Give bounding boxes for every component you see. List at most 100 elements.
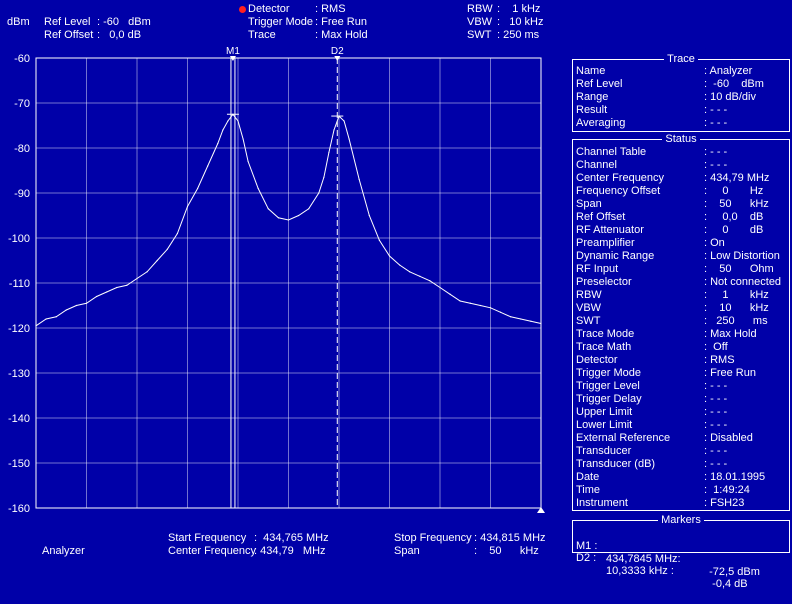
status-panel-row-value: : - - - — [704, 146, 728, 158]
trace-panel-row-key: Range — [576, 91, 609, 103]
trace-point — [540, 322, 542, 325]
y-tick-label: -100 — [8, 233, 30, 245]
trace-point — [106, 291, 108, 293]
marker-d2-arrow-icon — [334, 56, 341, 61]
stop-frequency-value: : 434,815 MHz — [474, 532, 546, 544]
trace-point — [55, 316, 57, 318]
marker-d2-label: D2 — [331, 46, 344, 57]
trace-point — [257, 187, 259, 190]
status-panel-row-value: : - - - — [704, 393, 728, 405]
spectrum-plot[interactable]: -60 -70 -80 -90 -100 -110 -120 -130 -140 -150 -160… — [0, 0, 560, 525]
status-panel-row-value: : - - - — [704, 380, 728, 392]
y-tick-label: -160 — [8, 503, 30, 515]
status-panel-row-value: : On — [704, 237, 725, 249]
trace-point — [232, 113, 234, 115]
plot-grid — [35, 57, 542, 509]
status-panel-row-key: Channel — [576, 159, 617, 171]
trace-point — [247, 160, 249, 163]
stop-frequency-label: Stop Frequency — [394, 532, 472, 544]
trace-points — [35, 113, 542, 327]
status-panel-row-key: SWT — [576, 315, 601, 327]
trace-point — [338, 115, 340, 117]
trace-point — [368, 214, 370, 217]
status-panel-row-value: : RMS — [704, 354, 735, 366]
status-panel-row-key: Center Frequency — [576, 172, 665, 184]
trace-point — [116, 286, 118, 289]
swt-value: : 250 ms — [497, 29, 540, 41]
trace-point — [510, 316, 512, 318]
y-tick-label: -120 — [8, 323, 30, 335]
status-panel-row-value: : 250 ms — [704, 315, 768, 327]
status-panel-row-value: : 0 Hz — [704, 185, 764, 197]
status-panel-row-key: Lower Limit — [576, 419, 633, 431]
trace-point — [237, 120, 239, 122]
status-panel-title: Status — [662, 133, 700, 145]
trace-point — [287, 219, 290, 221]
trace-point — [358, 178, 360, 181]
marker-d2-label: D2 : — [576, 552, 597, 564]
trace-panel: Trace Name: Analyzer Ref Level: -60 dBm Ra… — [572, 53, 790, 132]
trace-point — [146, 271, 148, 273]
trace-point — [318, 192, 320, 194]
y-axis-ticks: -60 -70 -80 -90 -100 -110 -120 -130 -140 -150 -160 — [8, 53, 30, 515]
status-panel-row-key: RBW — [576, 289, 602, 301]
status-panel-row-key: Frequency Offset — [576, 185, 661, 197]
y-tick-label: -130 — [8, 368, 30, 380]
trace-panel-row-value: : Analyzer — [704, 65, 753, 77]
status-panel-row-key: Ref Offset — [576, 211, 626, 223]
trace-panel-row-key: Name — [576, 65, 606, 77]
trace-point — [207, 165, 209, 167]
status-panel-row-key: Date — [576, 471, 600, 483]
status-panel-row-value: : - - - — [704, 159, 728, 171]
trace-panel-title: Trace — [664, 53, 698, 65]
trace-point — [479, 304, 481, 307]
status-panel-row-value: : Off — [704, 341, 728, 353]
trace-point — [308, 208, 310, 210]
trace-point — [156, 259, 158, 262]
y-tick-label: -140 — [8, 413, 30, 425]
trace-point — [530, 320, 532, 322]
marker-d2-row[interactable]: D2 : 10,3333 kHz : -0,4 dB — [576, 539, 748, 590]
status-panel-row-key: Transducer (dB) — [576, 458, 656, 470]
trace-panel-row-value: : - - - — [704, 104, 728, 116]
trace-point — [399, 264, 401, 266]
y-tick-label: -150 — [8, 458, 30, 470]
markers-panel: Markers M1 : 434,7845 MHz: -72,5 dBm D2 … — [572, 514, 790, 590]
center-frequency-label: Center Frequency — [168, 545, 257, 557]
trace-point — [459, 300, 461, 302]
trace-point — [197, 187, 199, 190]
status-panel-row-value: : 0 dB — [704, 224, 764, 236]
status-panel-row-value: : 1:49:24 — [704, 484, 750, 496]
trace-panel-row-value: : -60 dBm — [704, 78, 764, 90]
trace-value: : Max Hold — [315, 29, 368, 41]
trace-point — [333, 129, 335, 131]
status-panel-row-value: : 10 kHz — [704, 302, 769, 314]
ref-offset-value: : 0,0 dB — [97, 29, 142, 41]
y-tick-label: -90 — [14, 188, 30, 200]
trace-point — [348, 138, 350, 140]
markers-panel-title: Markers — [658, 514, 704, 526]
trace-point — [65, 309, 67, 311]
status-panel-row-key: Trace Math — [576, 341, 632, 353]
ref-level-label: Ref Level — [44, 16, 91, 28]
trace-point — [136, 277, 138, 280]
trace-point — [409, 271, 411, 273]
trace-point — [35, 325, 37, 327]
trace-panel-row-key: Averaging — [576, 117, 626, 129]
center-frequency-value: : 434,79 MHz — [254, 545, 326, 557]
status-panel-row-key: External Reference — [576, 432, 671, 444]
trace-panel-row-value: : 10 dB/div — [704, 91, 756, 103]
status-panel-row-key: VBW — [576, 302, 602, 314]
status-panel-row-key: Transducer — [576, 445, 632, 457]
swt-label: SWT — [467, 29, 492, 41]
status-panel-row-key: Time — [576, 484, 601, 496]
trace-point — [343, 120, 345, 122]
status-panel-row-key: Trigger Mode — [576, 367, 642, 379]
trace-point — [469, 302, 471, 304]
status-panel-row-value: : 434,79 MHz — [704, 172, 770, 184]
ref-offset-label: Ref Offset — [44, 29, 94, 41]
trace-point — [439, 286, 441, 289]
detector-indicator-icon — [239, 6, 246, 13]
trace-point — [449, 293, 451, 295]
status-panel-row-value: : 1 kHz — [704, 289, 769, 301]
